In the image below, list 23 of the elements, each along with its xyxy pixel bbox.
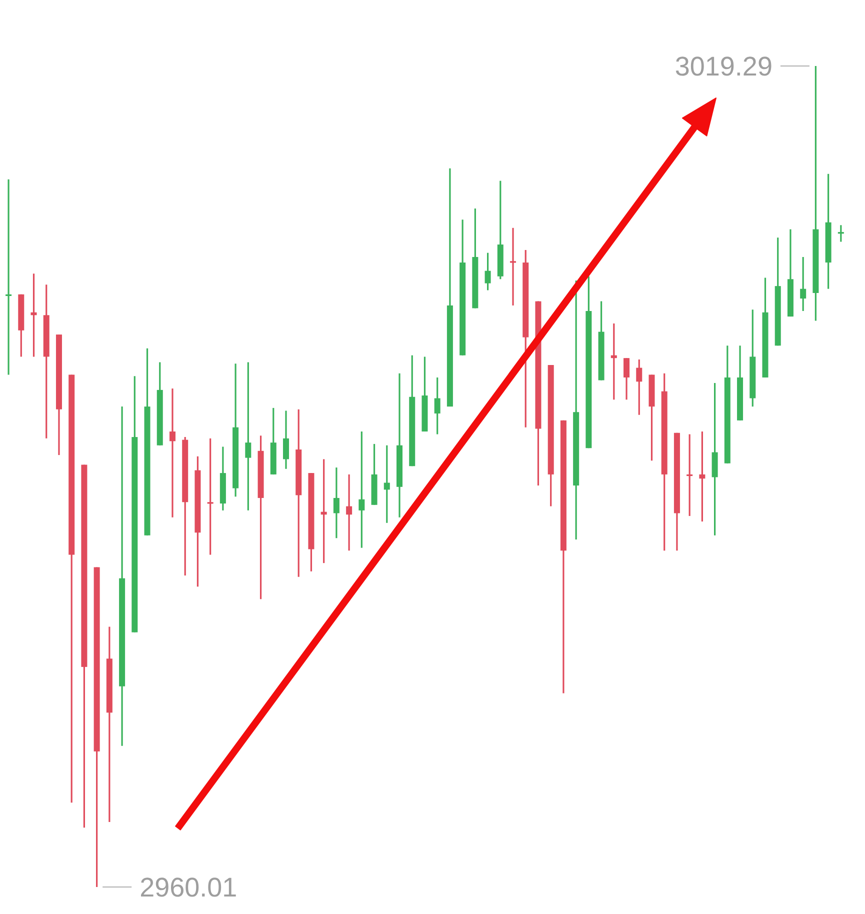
candlestick	[207, 438, 214, 556]
annotation: 2960.01	[140, 872, 238, 902]
candlestick	[434, 376, 440, 436]
candlestick	[6, 178, 12, 376]
candlestick	[624, 357, 630, 400]
candlestick	[282, 410, 289, 470]
candlestick	[384, 444, 390, 524]
candlestick	[169, 388, 176, 518]
candlestick	[510, 227, 516, 306]
candlestick	[30, 272, 37, 358]
candlestick	[358, 430, 365, 549]
candlestick	[686, 433, 693, 517]
candlestick	[800, 256, 806, 312]
candlestick	[484, 252, 491, 292]
candlestick	[699, 430, 706, 522]
annotation: 3019.29	[674, 51, 772, 82]
candlestick	[320, 458, 327, 564]
candlestick	[838, 224, 844, 243]
candlestick	[333, 466, 340, 539]
candlestick	[636, 358, 642, 416]
candlestick	[245, 361, 252, 512]
candlestick	[610, 322, 617, 400]
candlestick	[346, 474, 352, 552]
